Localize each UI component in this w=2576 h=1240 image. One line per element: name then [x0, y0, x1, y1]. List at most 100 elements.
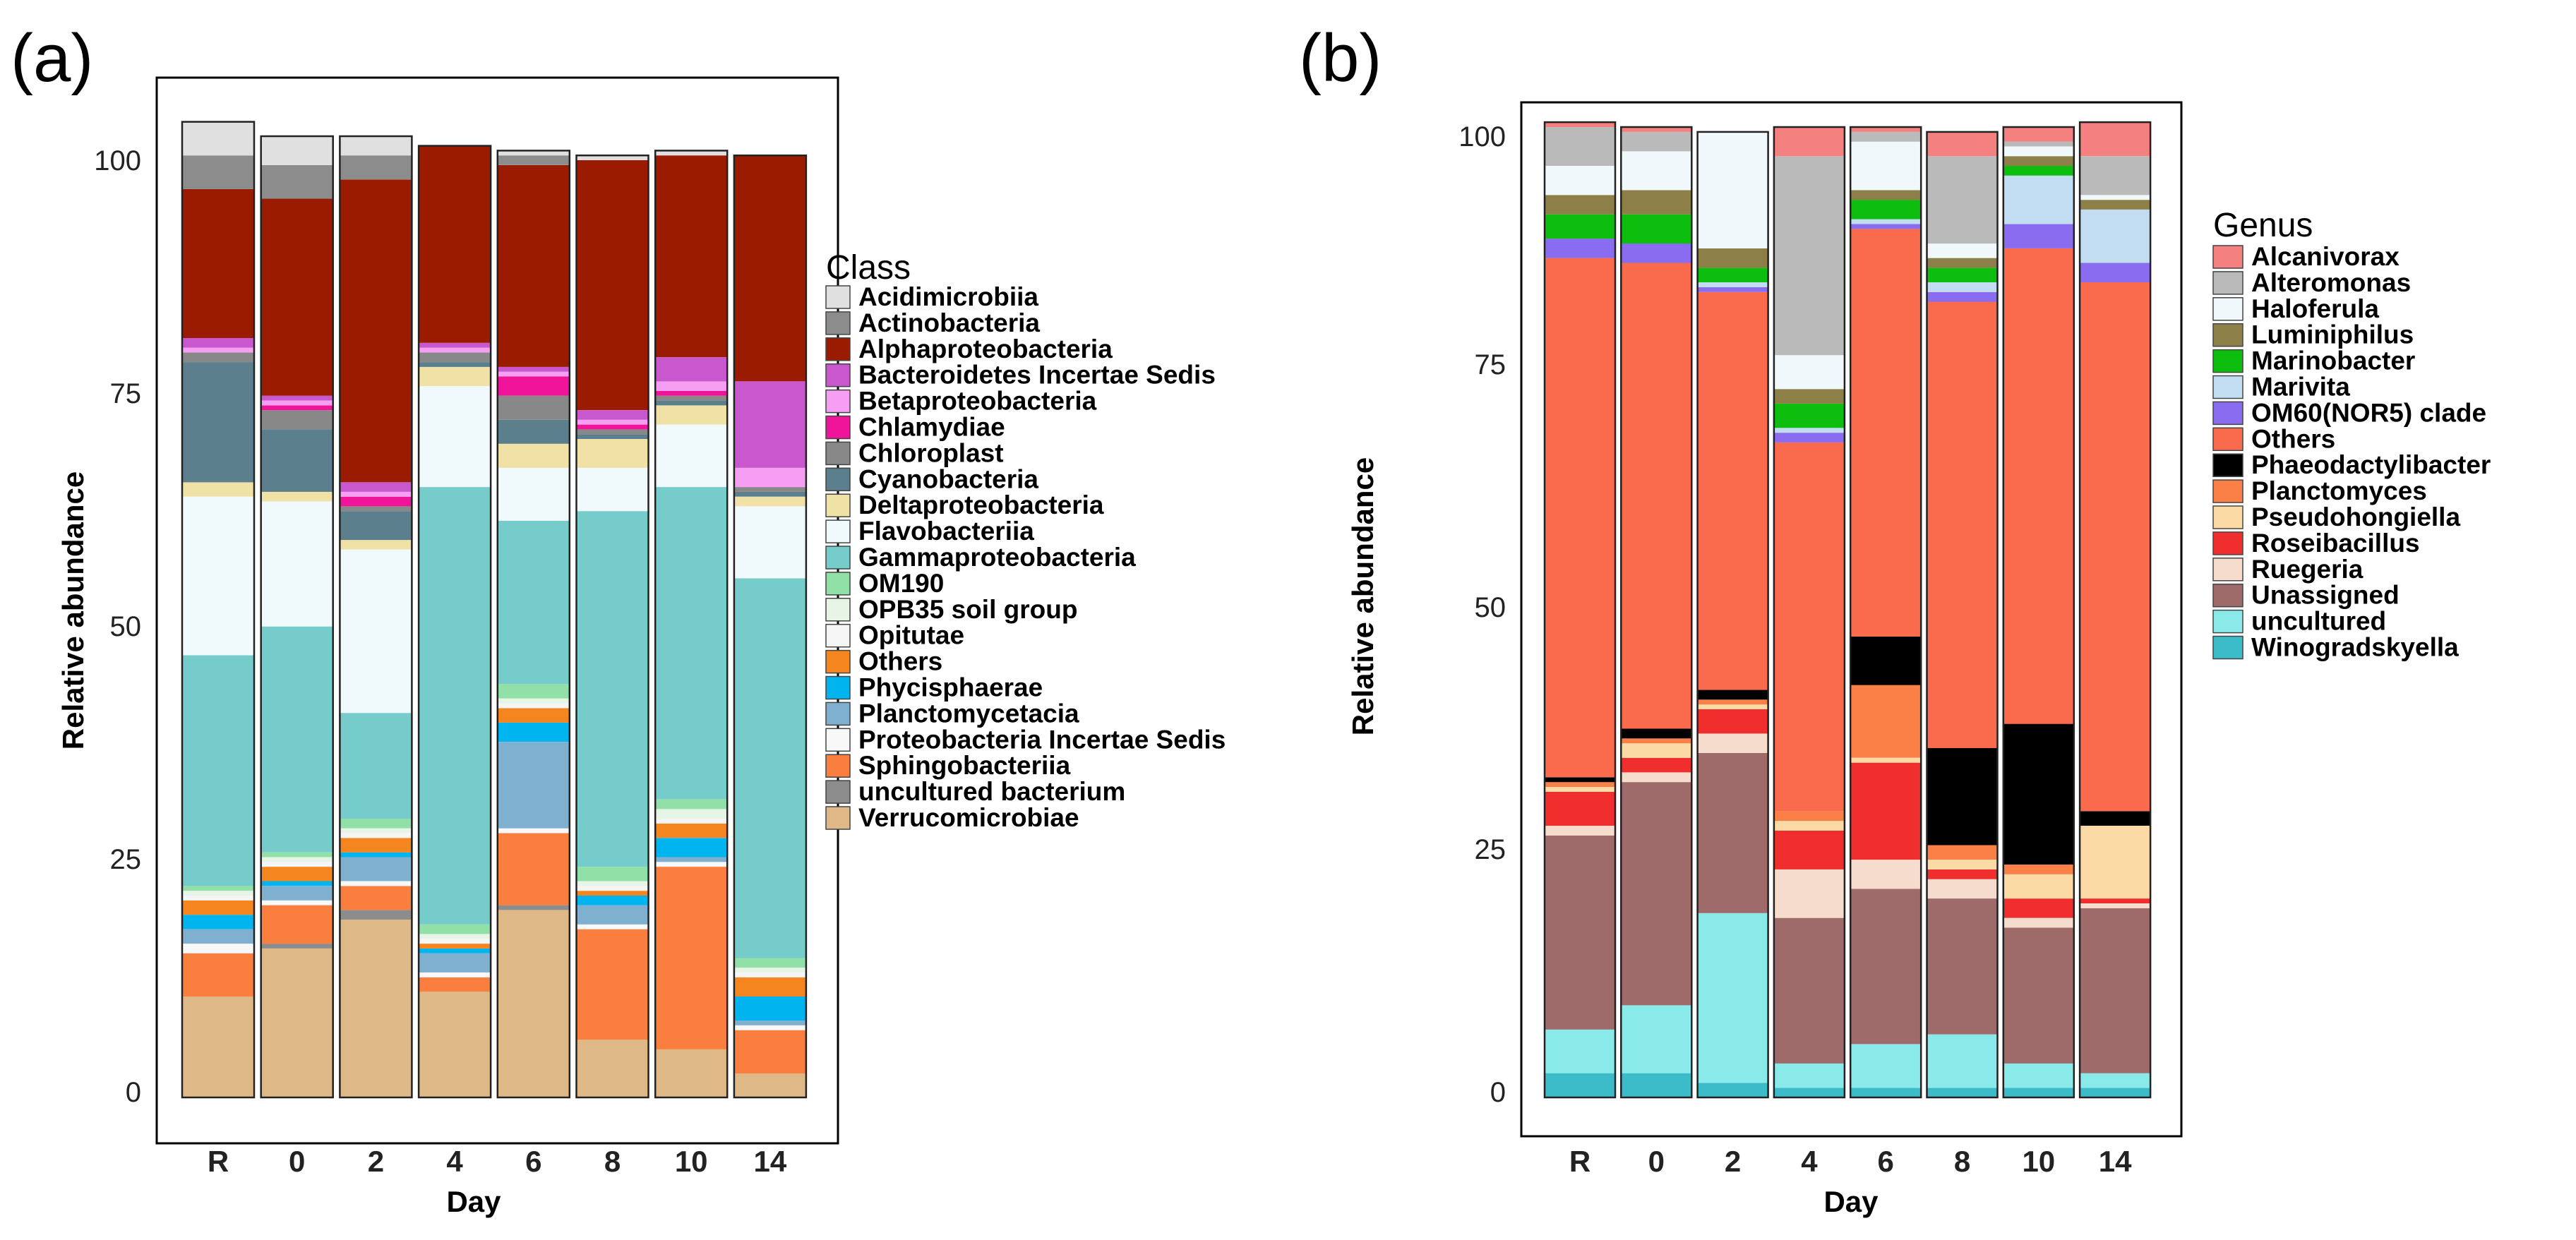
- panel-b-bar-2-ruegeria: [1697, 733, 1768, 753]
- panel-b-bar-8-roseibacillus: [1927, 869, 1998, 879]
- panel-b-bar-0-phaeodactylibacter: [1621, 728, 1692, 739]
- panel-a-bar-14-cyanobacteria: [733, 491, 806, 497]
- panel-b-legend-swatch-alteromonas: [2212, 271, 2243, 295]
- panel-b-bar-2-haloferula: [1697, 131, 1768, 248]
- panel-a-bar-6-proteobacteria-incertae-sedis: [497, 828, 570, 833]
- panel-a-legend-label-phycisphaerae: Phycisphaerae: [858, 673, 1043, 702]
- panel-b-bar-10-winogradskyella: [2003, 1088, 2074, 1098]
- panel-a-bar-8-gammaproteobacteria: [576, 511, 649, 867]
- panel-a-bar-8-om190: [576, 867, 649, 881]
- panel-a-bar-outline-14: [733, 154, 808, 1099]
- panel-b-legend: AlcanivoraxAlteromonasHaloferulaLuminiph…: [2212, 242, 2491, 662]
- panel-b-bar-8-pseudohongiella: [1927, 860, 1998, 869]
- panel-a-bar-r-deltaproteobacteria: [182, 482, 254, 497]
- panel-a-bar-r-acidimicrobiia: [182, 121, 254, 156]
- panel-a-bar-0-deltaproteobacteria: [260, 491, 333, 502]
- panel-a-legend-label-alphaproteobacteria: Alphaproteobacteria: [858, 335, 1113, 363]
- panel-a-bar-outline-0: [260, 135, 334, 1099]
- panel-a-bar-2-om190: [340, 819, 412, 829]
- panel-b-bar-4-ruegeria: [1773, 869, 1845, 918]
- panel-a-ytick-100: 100: [94, 145, 141, 176]
- panel-a-bar-2-betaproteobacteria: [340, 491, 412, 497]
- panel-b-bar-r-pseudohongiella: [1545, 787, 1615, 792]
- panel-a-bar-14-deltaproteobacteria: [733, 496, 806, 507]
- panel-a-legend-label-om190: OM190: [858, 569, 944, 598]
- panel-a-bar-14-gammaproteobacteria: [733, 578, 806, 958]
- panel-a-bar-6-flavobacteriia: [497, 467, 570, 521]
- panel-b-xtick-r: R: [1569, 1145, 1590, 1178]
- panel-a-legend-swatch-sphingobacteriia: [825, 754, 851, 778]
- panel-b-bar-6-om60-nor5-clade: [1850, 224, 1922, 229]
- panel-a-legend-swatch-cyanobacteria: [825, 467, 851, 492]
- panel-a-bar-r-chloroplast: [182, 352, 254, 363]
- panel-b-bar-2-others: [1697, 291, 1768, 690]
- panel-a-bar-8-sphingobacteriia: [576, 929, 649, 1040]
- panel-b-bar-10-alteromonas: [2003, 141, 2074, 147]
- panel-b-bar-8-others: [1927, 301, 1998, 748]
- panel-b-bar-8-ruegeria: [1927, 879, 1998, 899]
- panel-b-bar-10-ruegeria: [2003, 917, 2074, 928]
- panel-b-legend-label-unassigned: Unassigned: [2251, 581, 2400, 610]
- panel-a-bar-6-alphaproteobacteria: [497, 164, 570, 367]
- panel-b-bar-outline-r: [1543, 121, 1617, 1099]
- panel-a-legend-swatch-alphaproteobacteria: [825, 337, 851, 361]
- panel-a-bar-2-opb35-soil-group: [340, 828, 412, 833]
- panel-a-legend-swatch-proteobacteria-incertae-sedis: [825, 728, 851, 752]
- panel-b-bar-10-luminiphilus: [2003, 156, 2074, 167]
- panel-b-bar-2-om60-nor5-clade: [1697, 287, 1768, 292]
- panel-a-bars: [181, 121, 808, 1099]
- panel-a-legend-label-flavobacteriia: Flavobacteriia: [858, 517, 1034, 546]
- panel-b-bar-14-luminiphilus: [2080, 200, 2151, 210]
- panel-a-xtick-10: 10: [675, 1145, 708, 1178]
- panel-a-xtick-2: 2: [368, 1145, 384, 1178]
- panel-b-legend-label-uncultured: uncultured: [2251, 607, 2386, 636]
- panel-a-bar-r-proteobacteria-incertae-sedis: [182, 944, 254, 953]
- panel-a-bar-6-chlamydiae: [497, 376, 570, 396]
- panel-a-bar-10-bacteroidetes-incertae-sedis: [655, 357, 728, 382]
- panel-a-bar-8-betaproteobacteria: [576, 419, 649, 425]
- panel-b-bar-6-pseudohongiella: [1850, 757, 1922, 763]
- panel-b-plot-border: [1520, 101, 2183, 1138]
- panel-a-bar-2-others: [340, 838, 412, 853]
- panel-a-xtick-6: 6: [525, 1145, 541, 1178]
- panel-a: (a) 0 25 50 75 100 R 0 2 4 6 8 10 14 Day Relati…: [11, 20, 1226, 1218]
- panel-b-xtick-0: 0: [1648, 1145, 1665, 1178]
- panel-b-bar-6-ruegeria: [1850, 860, 1922, 889]
- panel-a-bar-14-bacteroidetes-incertae-sedis: [733, 381, 806, 468]
- panel-a-bar-14-phycisphaerae: [733, 997, 806, 1021]
- panel-a-bar-0-chlamydiae: [260, 405, 333, 411]
- panel-b-bar-0-pseudohongiella: [1621, 743, 1692, 758]
- panel-a-bar-6-acidimicrobiia: [497, 150, 570, 156]
- panel-b-bar-14-alcanivorax: [2080, 122, 2151, 157]
- panel-b-legend-label-others: Others: [2251, 424, 2335, 453]
- panel-b-bar-4-haloferula: [1773, 355, 1845, 390]
- panel-a-legend-label-acidimicrobiia: Acidimicrobiia: [858, 282, 1038, 311]
- panel-a-bar-8-opb35-soil-group: [576, 881, 649, 886]
- panel-a-bar-r-bacteroidetes-incertae-sedis: [182, 338, 254, 348]
- panel-a-bar-4-bacteroidetes-incertae-sedis: [419, 342, 491, 348]
- panel-b-bar-14-ruegeria: [2080, 903, 2151, 908]
- panel-b-bar-10-phaeodactylibacter: [2003, 723, 2074, 865]
- panel-a-bar-6-verrucomicrobiae: [497, 910, 570, 1097]
- panel-a-bar-outline-4: [417, 145, 492, 1099]
- panel-b-bar-outline-6: [1849, 126, 1922, 1099]
- panel-b-legend-swatch-unassigned: [2212, 583, 2243, 608]
- panel-a-legend-label-opb35-soil-group: OPB35 soil group: [858, 595, 1077, 624]
- panel-a-bar-4-verrucomicrobiae: [419, 992, 491, 1097]
- panel-b-legend-label-winogradskyella: Winogradskyella: [2251, 633, 2459, 662]
- panel-b-legend-label-planctomyces: Planctomyces: [2251, 476, 2427, 505]
- panel-a-legend-swatch-others: [825, 649, 851, 674]
- panel-b-bar-0-winogradskyella: [1621, 1073, 1692, 1097]
- panel-a-bar-8-alphaproteobacteria: [576, 160, 649, 411]
- panel-a-bar-8-planctomycetacia: [576, 905, 649, 925]
- panel-b-bar-14-marivita: [2080, 209, 2151, 263]
- panel-a-bar-8-bacteroidetes-incertae-sedis: [576, 410, 649, 420]
- panel-a-legend-label-opitutae: Opitutae: [858, 621, 964, 650]
- panel-a-legend-swatch-acidimicrobiia: [825, 285, 851, 309]
- panel-a-bar-2-phycisphaerae: [340, 852, 412, 857]
- panel-b-bar-2-luminiphilus: [1697, 248, 1768, 268]
- panel-b-xtick-6: 6: [1878, 1145, 1894, 1178]
- panel-a-bar-10-proteobacteria-incertae-sedis: [655, 862, 728, 867]
- panel-b-bar-0-ruegeria: [1621, 772, 1692, 783]
- panel-a-bar-14-sphingobacteriia: [733, 1030, 806, 1073]
